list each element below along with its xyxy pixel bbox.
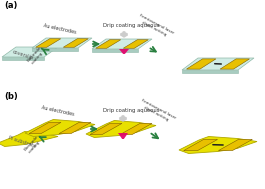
Text: (a): (a) [4,1,17,10]
Polygon shape [96,40,121,48]
Circle shape [121,115,125,118]
Polygon shape [182,58,254,70]
Polygon shape [32,38,92,48]
Polygon shape [92,49,138,51]
Text: Electrode
coating: Electrode coating [26,46,46,66]
Circle shape [125,33,128,36]
Text: Pi substrate: Pi substrate [8,135,37,149]
Polygon shape [92,39,152,49]
Text: Au electrodes: Au electrodes [43,23,77,35]
Circle shape [124,117,127,120]
Polygon shape [63,39,88,47]
Circle shape [122,33,126,37]
Circle shape [122,31,126,34]
Polygon shape [123,40,148,48]
Circle shape [120,33,123,36]
Text: (b): (b) [4,92,18,101]
Polygon shape [59,122,91,134]
Polygon shape [218,139,252,151]
Polygon shape [36,39,61,47]
Text: Electrode
coating: Electrode coating [23,135,43,155]
Polygon shape [90,123,122,135]
Polygon shape [29,122,61,134]
Polygon shape [25,119,95,136]
Text: Drip coating aqueous: Drip coating aqueous [103,23,160,28]
Polygon shape [119,49,129,54]
Polygon shape [86,121,156,138]
Polygon shape [184,139,218,151]
Polygon shape [118,133,128,139]
Polygon shape [179,136,257,153]
Text: coverslip: coverslip [12,49,34,61]
Polygon shape [2,57,44,60]
Text: Femtosecond laser
direct writing: Femtosecond laser direct writing [138,98,176,124]
Polygon shape [118,133,128,139]
Polygon shape [0,132,58,146]
Polygon shape [187,59,216,69]
Polygon shape [120,123,152,135]
Polygon shape [220,59,250,69]
Text: Femtosecond laser
direct writing: Femtosecond laser direct writing [136,13,174,39]
Circle shape [119,117,122,120]
Circle shape [121,117,125,121]
Text: Au electrodes: Au electrodes [41,105,75,117]
Polygon shape [182,70,238,73]
Polygon shape [32,48,78,50]
Text: Drip coating aqueous: Drip coating aqueous [103,108,160,113]
Polygon shape [2,47,58,57]
Polygon shape [119,49,129,54]
